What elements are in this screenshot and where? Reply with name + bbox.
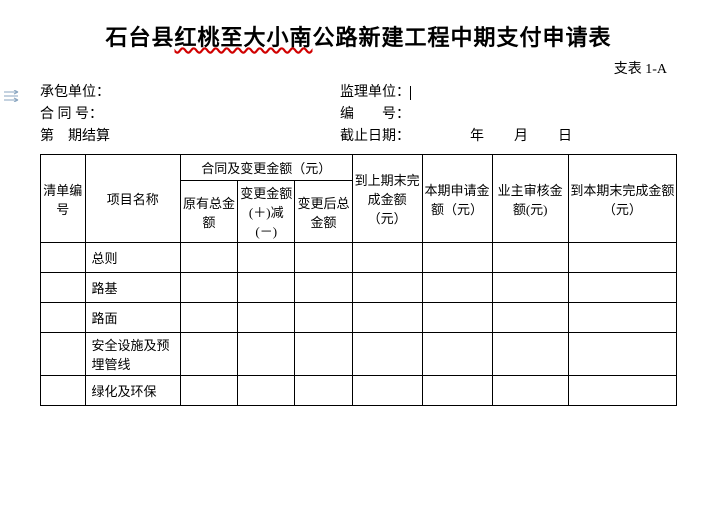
cell-value <box>180 273 237 303</box>
cell-value <box>295 243 352 273</box>
deadline-label: 截止日期： <box>340 129 410 144</box>
table-row: 路面 <box>41 303 677 333</box>
th-item-name: 项目名称 <box>85 155 180 243</box>
table-row: 路基 <box>41 273 677 303</box>
cell-value <box>238 243 295 273</box>
cell-value <box>568 303 676 333</box>
title-part-1: 石台县 <box>105 25 174 50</box>
th-owner-check: 业主审核金额(元) <box>492 155 568 243</box>
deadline-line: 截止日期： 年 月 日 <box>340 126 677 148</box>
cell-value <box>295 303 352 333</box>
cell-value <box>238 303 295 333</box>
th-original: 原有总金额 <box>180 181 237 243</box>
cell-bill-no <box>41 273 86 303</box>
period-line: 第 期结算 <box>40 126 340 148</box>
contractor-label: 承包单位： <box>40 82 340 104</box>
cell-value <box>180 243 237 273</box>
cell-value <box>422 376 492 406</box>
supervisor-label: 监理单位： <box>340 85 410 100</box>
serial-label: 编 号： <box>340 104 677 126</box>
cell-item-name: 路基 <box>85 273 180 303</box>
cell-value <box>568 243 676 273</box>
cell-value <box>295 376 352 406</box>
cell-value <box>492 333 568 376</box>
cell-value <box>568 333 676 376</box>
day-label: 日 <box>558 129 572 144</box>
payment-table: 清单编号 项目名称 合同及变更金额（元） 到上期末完成金额（元） 本期申请金额（… <box>40 154 677 406</box>
cell-value <box>352 303 422 333</box>
period-suffix: 期结算 <box>68 129 110 144</box>
title-wavy: 红桃至大小南 <box>174 25 312 50</box>
cell-bill-no <box>41 303 86 333</box>
th-prev-incomplete: 到上期末完成金额（元） <box>352 155 422 243</box>
cell-value <box>492 376 568 406</box>
cell-value <box>180 333 237 376</box>
cell-value <box>422 333 492 376</box>
cell-bill-no <box>41 376 86 406</box>
cell-value <box>352 243 422 273</box>
th-after-change: 变更后总金额 <box>295 181 352 243</box>
table-row: 安全设施及预埋管线 <box>41 333 677 376</box>
cell-value <box>568 376 676 406</box>
cell-bill-no <box>41 333 86 376</box>
th-this-period: 本期申请金额（元） <box>422 155 492 243</box>
th-to-this-incomplete: 到本期末完成金额（元） <box>568 155 676 243</box>
cell-value <box>352 273 422 303</box>
cell-value <box>295 273 352 303</box>
cell-value <box>422 243 492 273</box>
cell-value <box>180 303 237 333</box>
cell-value <box>422 273 492 303</box>
form-code: 支表 1-A <box>40 58 667 78</box>
cell-value <box>180 376 237 406</box>
cell-bill-no <box>41 243 86 273</box>
supervisor-line: 监理单位： <box>340 82 677 104</box>
page-title: 石台县红桃至大小南公路新建工程中期支付申请表 <box>40 20 677 52</box>
cell-item-name: 路面 <box>85 303 180 333</box>
year-label: 年 <box>470 129 484 144</box>
month-label: 月 <box>514 129 528 144</box>
period-prefix: 第 <box>40 129 54 144</box>
cell-item-name: 安全设施及预埋管线 <box>85 333 180 376</box>
cell-value <box>492 243 568 273</box>
cell-value <box>492 303 568 333</box>
cell-value <box>352 333 422 376</box>
cell-value <box>492 273 568 303</box>
th-change: 变更金额(＋)减(－) <box>238 181 295 243</box>
cell-value <box>295 333 352 376</box>
text-cursor-icon <box>410 86 411 100</box>
cell-value <box>352 376 422 406</box>
th-contract-group: 合同及变更金额（元） <box>180 155 352 181</box>
table-row: 绿化及环保 <box>41 376 677 406</box>
contract-no-label: 合 同 号： <box>40 104 340 126</box>
cell-value <box>568 273 676 303</box>
cell-item-name: 绿化及环保 <box>85 376 180 406</box>
cell-value <box>238 273 295 303</box>
title-part-2: 公路新建工程中期支付申请表 <box>313 25 612 50</box>
th-bill-no: 清单编号 <box>41 155 86 243</box>
cell-value <box>238 376 295 406</box>
cell-item-name: 总则 <box>85 243 180 273</box>
table-row: 总则 <box>41 243 677 273</box>
meta-block: 承包单位： 合 同 号： 第 期结算 监理单位： 编 号： 截止日期： 年 月 日 <box>40 82 677 148</box>
cell-value <box>422 303 492 333</box>
margin-marker-icon <box>4 90 22 106</box>
cell-value <box>238 333 295 376</box>
